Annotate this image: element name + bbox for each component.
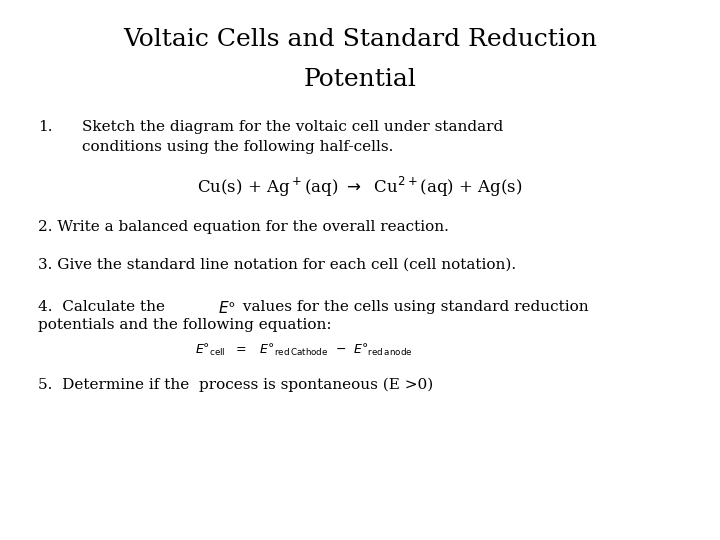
Text: conditions using the following half-cells.: conditions using the following half-cell… (82, 140, 393, 154)
Text: potentials and the following equation:: potentials and the following equation: (38, 318, 332, 332)
Text: 1.: 1. (38, 120, 53, 134)
Text: $\it{E}$°$_{\rm{cell}}$  $=$   $\it{E}$°$_{\rm{red\,Cathode}}$  $-$  $\it{E}$°$_: $\it{E}$°$_{\rm{cell}}$ $=$ $\it{E}$°$_{… (195, 342, 413, 358)
Text: 2. Write a balanced equation for the overall reaction.: 2. Write a balanced equation for the ove… (38, 220, 449, 234)
Text: 5.  Determine if the  process is spontaneous (E >0): 5. Determine if the process is spontaneo… (38, 378, 433, 393)
Text: 4.  Calculate the: 4. Calculate the (38, 300, 170, 314)
Text: Potential: Potential (304, 68, 416, 91)
Text: Sketch the diagram for the voltaic cell under standard: Sketch the diagram for the voltaic cell … (82, 120, 503, 134)
Text: $\it{E}$°: $\it{E}$° (218, 300, 236, 316)
Text: 3. Give the standard line notation for each cell (cell notation).: 3. Give the standard line notation for e… (38, 258, 516, 272)
Text: Cu(s) + Ag$^+$(aq) $\rightarrow$  Cu$^{2+}$(aq) + Ag(s): Cu(s) + Ag$^+$(aq) $\rightarrow$ Cu$^{2+… (197, 175, 523, 199)
Text: values for the cells using standard reduction: values for the cells using standard redu… (238, 300, 589, 314)
Text: Voltaic Cells and Standard Reduction: Voltaic Cells and Standard Reduction (123, 28, 597, 51)
